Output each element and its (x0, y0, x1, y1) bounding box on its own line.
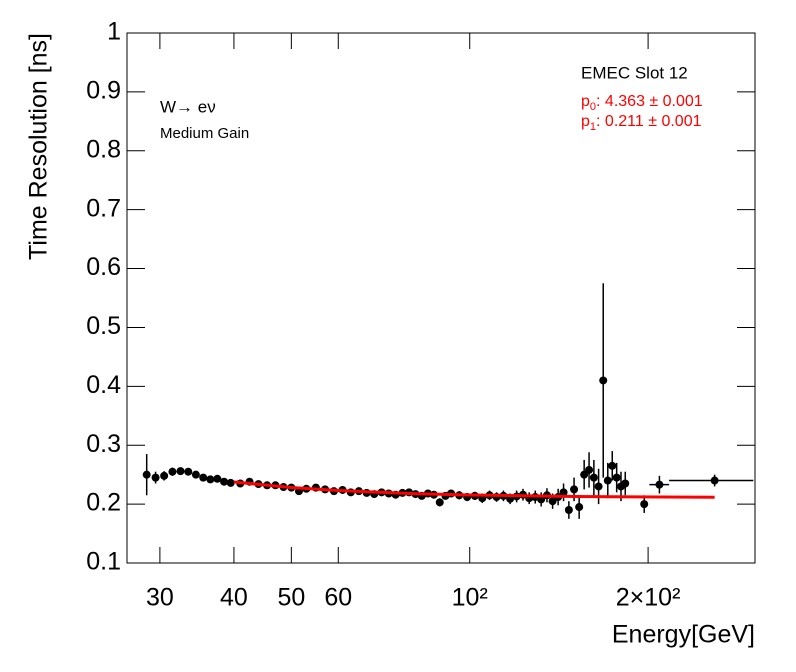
data-point (435, 498, 444, 507)
fit-line (233, 480, 715, 499)
data-point (608, 461, 617, 470)
fit-symbol: p (581, 113, 590, 130)
data-point (559, 488, 568, 497)
data-point (142, 470, 151, 479)
y-tick-label: 0.4 (86, 371, 121, 399)
data-point (612, 473, 621, 482)
fit-param: p1: 0.211 ± 0.001 (581, 113, 702, 133)
y-tick-label: 1 (107, 18, 121, 46)
x-tick-label: 50 (277, 584, 305, 612)
x-tick-label: 10² (452, 584, 488, 612)
plot-frame (126, 32, 756, 564)
fit-text: : 0.211 ± 0.001 (596, 113, 702, 130)
data-point (191, 470, 200, 479)
data-point (585, 465, 594, 474)
legend-title: EMEC Slot 12 (581, 63, 688, 82)
y-axis-title: Time Resolution [ns] (25, 33, 53, 260)
data-point (213, 474, 222, 483)
annotation: W→ eν (160, 97, 216, 116)
data-point (220, 477, 229, 486)
data-point (168, 467, 177, 476)
y-tick-label: 0.9 (86, 76, 121, 104)
annotation: Medium Gain (160, 125, 249, 142)
data-point (570, 485, 579, 494)
data-point (184, 467, 193, 476)
fit-index: 0 (590, 101, 596, 113)
fit-text: : 4.363 ± 0.001 (596, 93, 703, 110)
data-point (710, 476, 719, 485)
fit-index: 1 (590, 121, 596, 133)
data-point (594, 482, 603, 491)
y-tick-label: 0.5 (86, 312, 121, 340)
data-point (160, 471, 169, 480)
x-tick-label: 30 (146, 584, 174, 612)
y-tick-label: 0.3 (86, 430, 121, 458)
data-point (564, 506, 573, 514)
data-point (575, 503, 584, 512)
data-point (548, 497, 557, 506)
data-point (206, 475, 215, 484)
data-point (589, 473, 598, 482)
y-tick-label: 0.1 (86, 548, 121, 576)
y-tick-label: 0.7 (86, 194, 121, 222)
y-tick-label: 0.2 (86, 489, 121, 517)
x-tick-label: 2×10² (616, 584, 681, 612)
x-tick-label: 60 (324, 584, 352, 612)
data-point (621, 479, 630, 488)
fit-symbol: p (581, 93, 590, 110)
y-tick-label: 0.8 (86, 135, 121, 163)
data-point (199, 473, 208, 482)
data-point (176, 467, 185, 476)
x-tick-label: 40 (220, 584, 248, 612)
data-point (151, 473, 160, 482)
data-point (655, 480, 664, 489)
data-point (599, 376, 608, 385)
data-point (640, 500, 649, 509)
y-tick-label: 0.6 (86, 253, 121, 281)
data-point (603, 476, 612, 485)
fit-param: p0: 4.363 ± 0.001 (581, 93, 703, 113)
x-axis-title: Energy[GeV] (612, 621, 755, 649)
data-point (226, 478, 235, 487)
